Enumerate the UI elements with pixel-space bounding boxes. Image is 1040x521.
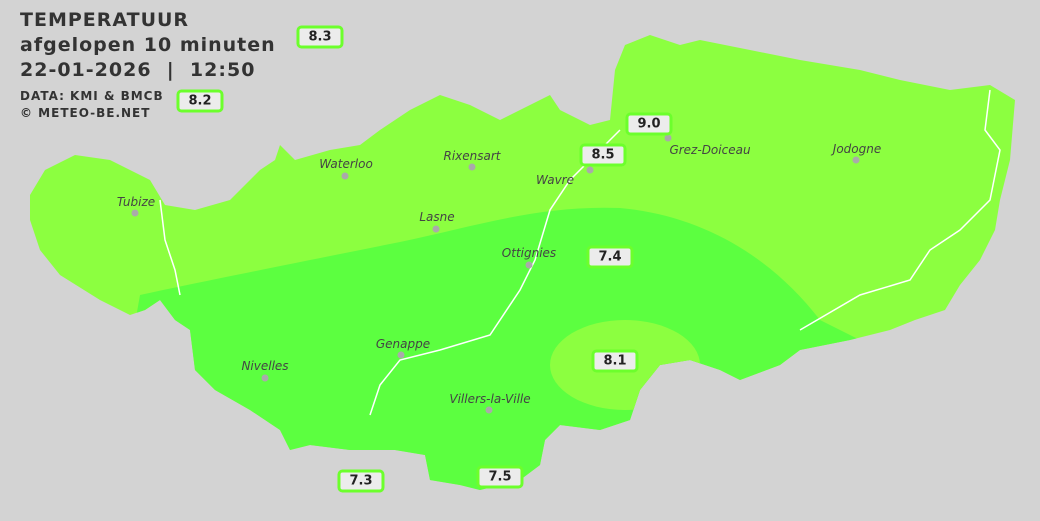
temperature-label[interactable]: 8.1	[591, 349, 639, 373]
river	[369, 129, 621, 416]
map-header: TEMPERATUUR afgelopen 10 minuten 22-01-2…	[20, 8, 276, 122]
temperature-label[interactable]: 8.3	[296, 25, 344, 49]
city-dot	[397, 351, 405, 359]
city-label: Rixensart	[443, 149, 501, 163]
city-label: Waterloo	[319, 157, 373, 171]
temperature-label[interactable]: 7.3	[337, 469, 385, 493]
city-label: Tubize	[116, 195, 156, 209]
city-label: Genappe	[375, 337, 431, 351]
title: TEMPERATUUR	[20, 9, 190, 31]
city-dot	[852, 156, 860, 164]
city-dot	[468, 163, 476, 171]
city-label: Grez-Doiceau	[669, 143, 751, 157]
river	[159, 199, 181, 296]
city-dot	[586, 166, 594, 174]
city-dot	[432, 225, 440, 233]
city-label: Ottignies	[501, 246, 557, 260]
temperature-label[interactable]: 9.0	[625, 112, 673, 136]
city-dot	[485, 406, 493, 414]
temperature-label[interactable]: 7.4	[586, 245, 634, 269]
city-label: Wavre	[536, 173, 574, 187]
city-label: Lasne	[419, 210, 455, 224]
city-dot	[341, 172, 349, 180]
city-label: Villers-la-Ville	[449, 392, 531, 406]
data-source: DATA: KMI & BMCB	[20, 89, 164, 103]
city-dot	[261, 374, 269, 382]
city-label: Jodogne	[832, 142, 882, 156]
datetime: 22-01-2026 | 12:50	[20, 59, 256, 81]
river	[799, 89, 1001, 331]
city-dot	[664, 134, 672, 142]
subtitle: afgelopen 10 minuten	[20, 34, 276, 56]
temperature-label[interactable]: 8.2	[176, 89, 224, 113]
city-dot	[131, 209, 139, 217]
city-dot	[525, 261, 533, 269]
copyright: © METEO-BE.NET	[20, 106, 151, 120]
temperature-label[interactable]: 8.5	[579, 143, 627, 167]
city-label: Nivelles	[241, 359, 289, 373]
temperature-label[interactable]: 7.5	[476, 465, 524, 489]
